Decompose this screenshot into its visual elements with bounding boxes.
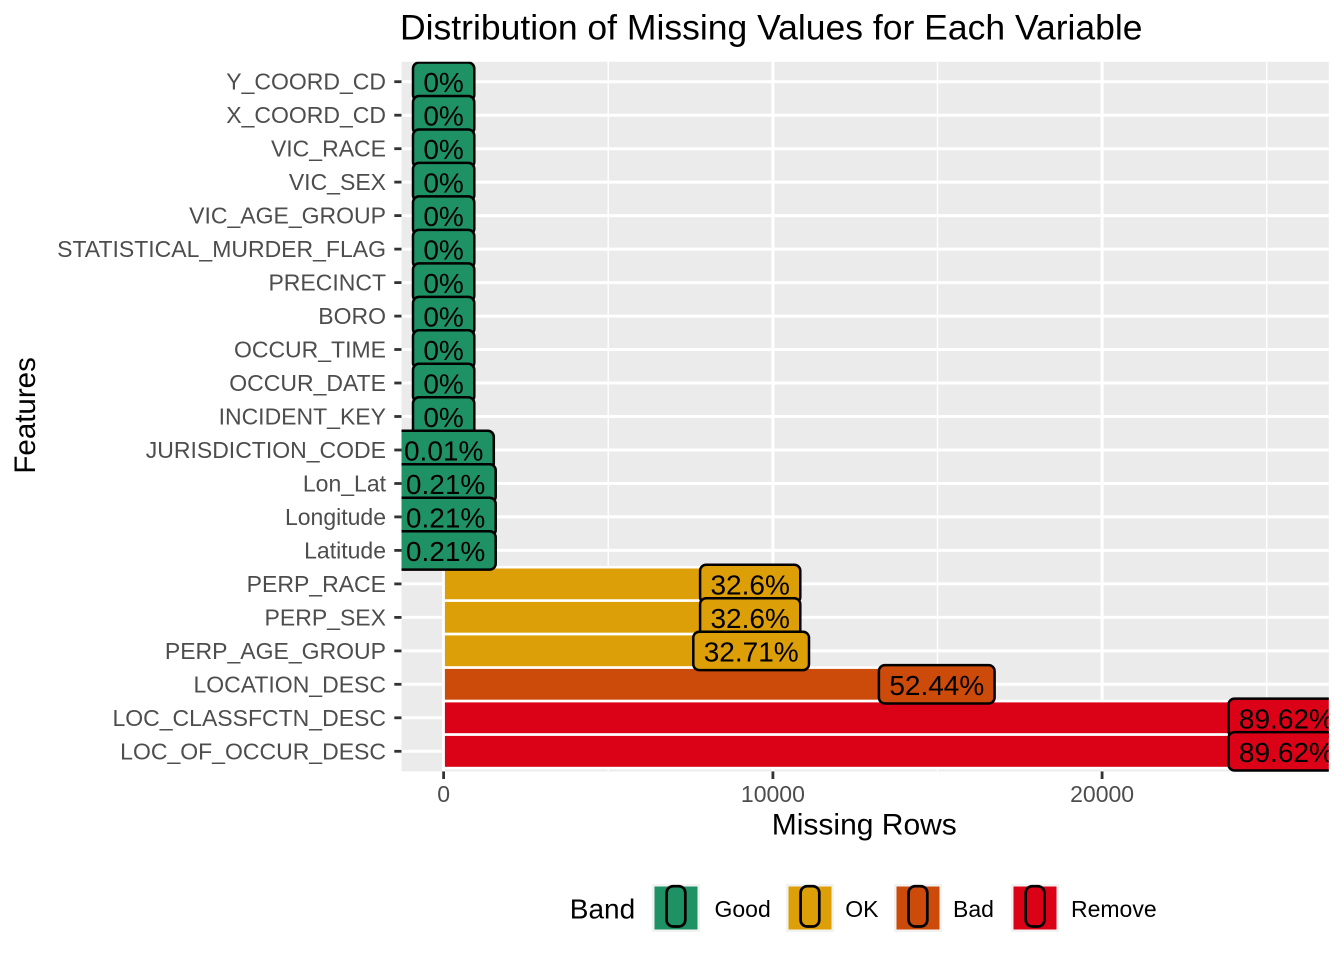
svg-text:0%: 0% <box>423 302 463 333</box>
svg-text:JURISDICTION_CODE: JURISDICTION_CODE <box>146 437 386 463</box>
svg-text:0%: 0% <box>423 101 463 132</box>
svg-text:STATISTICAL_MURDER_FLAG: STATISTICAL_MURDER_FLAG <box>57 236 386 262</box>
svg-text:52.44%: 52.44% <box>889 670 984 701</box>
svg-text:LOC_OF_OCCUR_DESC: LOC_OF_OCCUR_DESC <box>120 738 386 764</box>
svg-text:0: 0 <box>437 781 450 807</box>
svg-text:0%: 0% <box>423 168 463 199</box>
svg-text:OCCUR_DATE: OCCUR_DATE <box>229 370 386 396</box>
svg-text:0%: 0% <box>423 335 463 366</box>
svg-text:89.62%: 89.62% <box>1239 737 1334 768</box>
svg-text:OK: OK <box>845 896 879 922</box>
svg-text:10000: 10000 <box>741 781 805 807</box>
svg-text:0.01%: 0.01% <box>404 436 483 467</box>
svg-text:PERP_AGE_GROUP: PERP_AGE_GROUP <box>165 638 386 664</box>
svg-text:Remove: Remove <box>1071 896 1157 922</box>
svg-text:0%: 0% <box>423 268 463 299</box>
svg-text:LOC_CLASSFCTN_DESC: LOC_CLASSFCTN_DESC <box>112 705 386 731</box>
svg-text:0%: 0% <box>423 402 463 433</box>
svg-text:Lon_Lat: Lon_Lat <box>303 471 387 497</box>
svg-text:0%: 0% <box>423 201 463 232</box>
svg-text:INCIDENT_KEY: INCIDENT_KEY <box>219 404 386 430</box>
svg-text:Latitude: Latitude <box>304 537 386 563</box>
svg-text:PRECINCT: PRECINCT <box>268 270 386 296</box>
svg-text:0.21%: 0.21% <box>406 502 485 533</box>
svg-text:PERP_RACE: PERP_RACE <box>247 571 386 597</box>
svg-text:32.6%: 32.6% <box>710 569 789 600</box>
svg-text:VIC_AGE_GROUP: VIC_AGE_GROUP <box>189 203 386 229</box>
svg-text:0.21%: 0.21% <box>406 469 485 500</box>
svg-text:BORO: BORO <box>318 303 386 329</box>
svg-text:Y_COORD_CD: Y_COORD_CD <box>226 69 386 95</box>
svg-text:Good: Good <box>715 896 771 922</box>
svg-text:Distribution of Missing Values: Distribution of Missing Values for Each … <box>400 8 1143 48</box>
svg-text:0%: 0% <box>423 235 463 266</box>
svg-text:32.6%: 32.6% <box>710 603 789 634</box>
svg-text:89.62%: 89.62% <box>1239 703 1334 734</box>
svg-text:Band: Band <box>570 893 635 924</box>
svg-text:OCCUR_TIME: OCCUR_TIME <box>234 337 386 363</box>
svg-text:LOCATION_DESC: LOCATION_DESC <box>193 671 386 697</box>
svg-text:Features: Features <box>9 357 42 473</box>
svg-text:Bad: Bad <box>953 896 994 922</box>
svg-text:VIC_SEX: VIC_SEX <box>289 169 386 195</box>
svg-text:X_COORD_CD: X_COORD_CD <box>226 102 386 128</box>
svg-text:Longitude: Longitude <box>285 504 386 530</box>
svg-text:20000: 20000 <box>1070 781 1134 807</box>
svg-text:0.21%: 0.21% <box>406 536 485 567</box>
svg-text:0%: 0% <box>423 67 463 98</box>
svg-text:32.71%: 32.71% <box>704 636 799 667</box>
svg-text:0%: 0% <box>423 134 463 165</box>
svg-text:Missing Rows: Missing Rows <box>772 809 957 842</box>
svg-text:PERP_SEX: PERP_SEX <box>265 604 386 630</box>
svg-text:0%: 0% <box>423 369 463 400</box>
svg-text:VIC_RACE: VIC_RACE <box>271 136 386 162</box>
